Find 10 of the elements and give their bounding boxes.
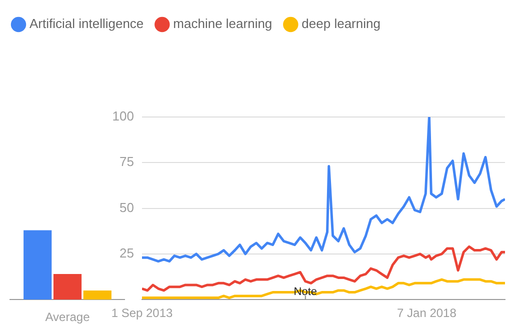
x-tick-label: 7 Jan 2018 — [397, 306, 457, 320]
x-tick-label: Average — [45, 310, 90, 324]
y-tick-label: 25 — [120, 246, 134, 261]
y-tick-label: 50 — [120, 200, 134, 215]
legend-label: deep learning — [302, 16, 380, 32]
x-tick-label: 1 Sep 2013 — [111, 306, 174, 320]
legend-label: machine learning — [173, 16, 272, 32]
legend-label: Artificial intelligence — [30, 16, 144, 32]
y-tick-label: 75 — [120, 154, 134, 170]
y-tick-label: 100 — [112, 108, 134, 124]
